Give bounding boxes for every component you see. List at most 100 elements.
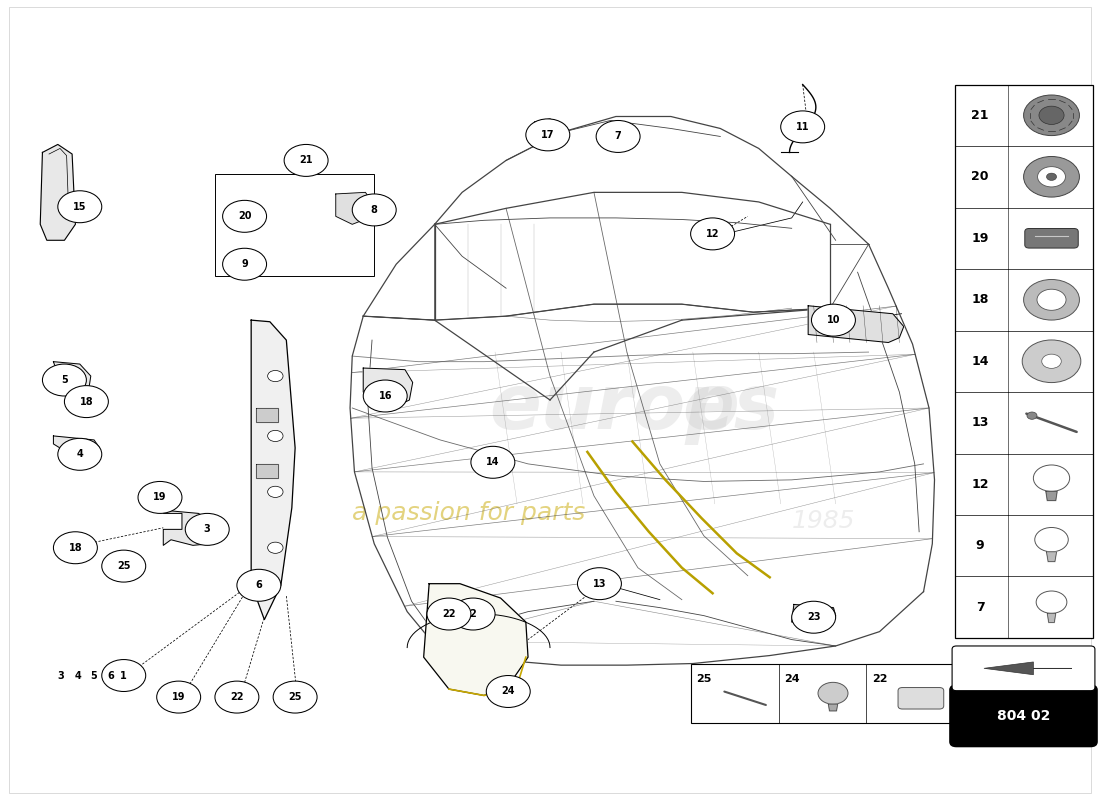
Circle shape — [102, 550, 145, 582]
Circle shape — [1037, 290, 1066, 310]
Circle shape — [1040, 106, 1064, 125]
Circle shape — [222, 200, 266, 232]
Text: 25: 25 — [117, 561, 131, 571]
FancyBboxPatch shape — [898, 687, 944, 709]
Polygon shape — [828, 704, 837, 711]
Polygon shape — [424, 584, 528, 695]
Circle shape — [451, 598, 495, 630]
Text: 1985: 1985 — [792, 510, 855, 534]
Text: 18: 18 — [971, 294, 989, 306]
Polygon shape — [808, 306, 904, 342]
Circle shape — [267, 430, 283, 442]
Circle shape — [578, 568, 621, 600]
Circle shape — [1035, 527, 1068, 552]
Polygon shape — [336, 192, 372, 224]
Circle shape — [812, 304, 856, 336]
Polygon shape — [163, 510, 214, 546]
Circle shape — [1042, 354, 1062, 368]
Circle shape — [273, 681, 317, 713]
Text: 15: 15 — [73, 202, 87, 212]
Circle shape — [102, 659, 145, 691]
Text: 22: 22 — [230, 692, 243, 702]
Circle shape — [1027, 412, 1037, 419]
Circle shape — [156, 681, 200, 713]
Text: 25: 25 — [696, 674, 712, 683]
Circle shape — [526, 119, 570, 151]
Circle shape — [486, 675, 530, 707]
Circle shape — [267, 370, 283, 382]
Polygon shape — [54, 436, 100, 462]
Text: 5: 5 — [60, 375, 68, 385]
Text: 4: 4 — [74, 670, 81, 681]
Text: 9: 9 — [241, 259, 248, 270]
Text: 14: 14 — [486, 458, 499, 467]
Circle shape — [58, 438, 102, 470]
Polygon shape — [363, 368, 412, 406]
Circle shape — [222, 248, 266, 280]
Text: 19: 19 — [971, 232, 989, 245]
Circle shape — [352, 194, 396, 226]
Text: 5: 5 — [90, 670, 98, 681]
Circle shape — [363, 380, 407, 412]
Text: 7: 7 — [615, 131, 622, 142]
Circle shape — [1033, 465, 1069, 491]
Polygon shape — [1047, 614, 1056, 622]
Circle shape — [1036, 591, 1067, 614]
Circle shape — [1022, 340, 1081, 382]
Polygon shape — [792, 605, 836, 626]
Circle shape — [1024, 95, 1079, 135]
Text: 3: 3 — [204, 524, 210, 534]
Text: 24: 24 — [502, 686, 515, 697]
Circle shape — [284, 145, 328, 176]
Text: 17: 17 — [541, 130, 554, 140]
Text: a passion for parts: a passion for parts — [352, 502, 585, 526]
Circle shape — [818, 682, 848, 704]
Text: 10: 10 — [827, 315, 840, 325]
Circle shape — [58, 190, 102, 222]
Polygon shape — [535, 119, 561, 143]
Text: 21: 21 — [971, 109, 989, 122]
Circle shape — [471, 446, 515, 478]
Text: 9: 9 — [976, 539, 984, 552]
Text: 14: 14 — [971, 354, 989, 368]
Circle shape — [1046, 173, 1056, 181]
Circle shape — [267, 542, 283, 554]
Text: 13: 13 — [593, 578, 606, 589]
Text: 19: 19 — [153, 493, 167, 502]
Polygon shape — [984, 662, 1071, 674]
Text: 13: 13 — [971, 416, 989, 430]
Circle shape — [138, 482, 182, 514]
Text: 21: 21 — [299, 155, 312, 166]
FancyBboxPatch shape — [956, 85, 1092, 638]
Text: 24: 24 — [784, 674, 800, 683]
Text: 6: 6 — [255, 580, 262, 590]
Circle shape — [691, 218, 735, 250]
FancyBboxPatch shape — [950, 685, 1097, 746]
Text: 20: 20 — [971, 170, 989, 183]
Circle shape — [54, 532, 98, 564]
Polygon shape — [54, 362, 91, 392]
Circle shape — [781, 111, 825, 143]
Polygon shape — [800, 608, 829, 618]
Text: europ: europ — [490, 371, 740, 445]
Circle shape — [185, 514, 229, 546]
Circle shape — [427, 598, 471, 630]
Polygon shape — [41, 145, 76, 240]
Polygon shape — [1046, 552, 1056, 562]
Circle shape — [596, 121, 640, 153]
Circle shape — [65, 386, 109, 418]
FancyBboxPatch shape — [1025, 229, 1078, 248]
Polygon shape — [1046, 491, 1057, 501]
Text: 804 02: 804 02 — [997, 710, 1050, 723]
Polygon shape — [255, 408, 277, 422]
Text: 12: 12 — [971, 478, 989, 490]
Text: 12: 12 — [706, 229, 719, 239]
Text: 2: 2 — [470, 609, 476, 619]
Circle shape — [1024, 279, 1079, 320]
Polygon shape — [251, 320, 295, 620]
Circle shape — [1037, 166, 1066, 187]
Text: 22: 22 — [442, 609, 455, 619]
Circle shape — [792, 602, 836, 633]
Polygon shape — [255, 464, 277, 478]
Text: es: es — [682, 371, 779, 445]
